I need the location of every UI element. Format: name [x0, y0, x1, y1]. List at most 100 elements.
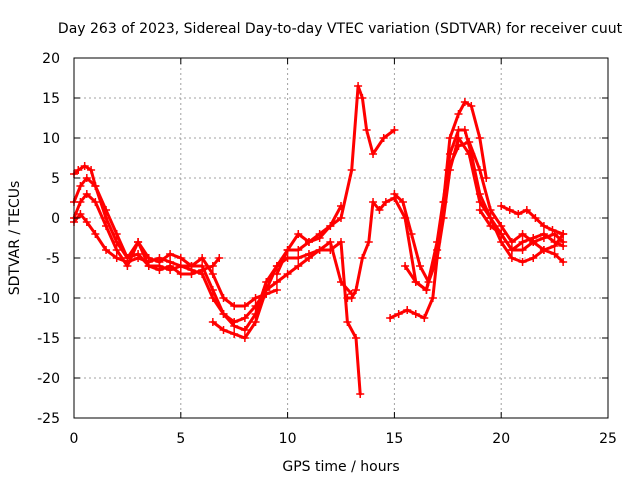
- data-point-marker: [87, 166, 96, 174]
- data-point-marker: [240, 334, 249, 342]
- data-point-marker: [428, 294, 437, 302]
- data-point-marker: [351, 334, 360, 342]
- data-point-marker: [401, 262, 410, 270]
- data-point-marker: [507, 254, 516, 262]
- data-point-marker: [514, 210, 523, 218]
- data-point-marker: [465, 138, 474, 146]
- data-point-marker: [475, 198, 484, 206]
- data-point-marker: [460, 126, 469, 134]
- data-point-marker: [102, 246, 111, 254]
- data-point-marker: [219, 310, 228, 318]
- data-point-marker: [294, 246, 303, 254]
- data-point-marker: [347, 294, 356, 302]
- data-point-marker: [155, 254, 164, 262]
- data-point-marker: [176, 254, 185, 262]
- data-point-marker: [215, 254, 224, 262]
- data-point-marker: [369, 198, 378, 206]
- chart-title: Day 263 of 2023, Sidereal Day-to-day VTE…: [58, 21, 623, 37]
- data-point-marker: [358, 254, 367, 262]
- data-point-marker: [315, 234, 324, 242]
- data-point-marker: [550, 242, 559, 250]
- data-point-marker: [304, 250, 313, 258]
- series-line-track-b: [72, 176, 279, 308]
- data-point-marker: [272, 270, 281, 278]
- data-point-marker: [112, 230, 121, 238]
- data-point-marker: [294, 254, 303, 262]
- data-point-marker: [354, 82, 363, 90]
- data-point-marker: [422, 286, 431, 294]
- data-point-marker: [529, 238, 538, 246]
- data-point-marker: [123, 258, 132, 266]
- y-tick-label: -10: [37, 291, 60, 307]
- series-group: [70, 82, 568, 398]
- data-point-marker: [343, 318, 352, 326]
- data-point-marker: [467, 102, 476, 110]
- data-point-marker: [240, 314, 249, 322]
- data-point-marker: [76, 210, 85, 218]
- data-point-marker: [379, 134, 388, 142]
- data-point-marker: [102, 222, 111, 230]
- data-point-marker: [398, 198, 407, 206]
- data-point-marker: [529, 254, 538, 262]
- data-point-marker: [337, 214, 345, 222]
- data-point-marker: [454, 142, 463, 150]
- data-point-marker: [482, 174, 491, 182]
- data-point-marker: [497, 230, 506, 238]
- x-tick-label: 15: [385, 431, 403, 447]
- data-point-marker: [176, 270, 185, 278]
- data-point-marker: [76, 182, 85, 190]
- data-point-marker: [347, 166, 356, 174]
- data-point-marker: [112, 246, 121, 254]
- data-point-marker: [411, 310, 420, 318]
- data-point-marker: [375, 206, 384, 214]
- data-point-marker: [420, 314, 429, 322]
- data-point-marker: [304, 238, 313, 246]
- data-point-marker: [497, 238, 506, 246]
- data-point-marker: [251, 318, 260, 326]
- y-tick-label: -20: [37, 371, 60, 387]
- x-tick-label: 5: [176, 431, 185, 447]
- data-point-marker: [262, 278, 271, 286]
- data-point-marker: [548, 226, 557, 234]
- data-point-marker: [208, 318, 217, 326]
- data-point-marker: [460, 98, 469, 106]
- tick-labels: 0 5 10 15 20 25 -25 -20 -15 -10 -5 0 5 10 15 20: [37, 51, 617, 447]
- data-point-marker: [91, 230, 100, 238]
- data-point-marker: [134, 238, 143, 246]
- data-point-marker: [82, 218, 91, 226]
- data-point-marker: [272, 278, 281, 286]
- data-point-marker: [443, 166, 452, 174]
- y-tick-label: -25: [37, 411, 60, 427]
- y-tick-label: 15: [42, 91, 60, 107]
- x-axis-label: GPS time / hours: [282, 459, 399, 475]
- data-point-marker: [208, 294, 217, 302]
- y-axis-label: SDTVAR / TECUs: [7, 181, 23, 296]
- data-point-marker: [91, 198, 100, 206]
- data-point-marker: [166, 258, 175, 266]
- data-point-marker: [219, 326, 228, 334]
- data-point-marker: [454, 134, 463, 142]
- data-point-marker: [176, 262, 185, 270]
- data-point-marker: [91, 182, 100, 190]
- data-point-marker: [326, 238, 335, 246]
- data-point-marker: [559, 230, 568, 238]
- data-point-marker: [539, 222, 548, 230]
- data-point-marker: [230, 302, 239, 310]
- x-tick-label: 25: [599, 431, 617, 447]
- data-point-marker: [251, 310, 260, 318]
- y-tick-label: 5: [51, 171, 60, 187]
- data-point-marker: [486, 206, 495, 214]
- data-point-marker: [351, 286, 360, 294]
- y-tick-label: -5: [46, 251, 60, 267]
- data-point-marker: [497, 222, 506, 230]
- series-line-track-f: [275, 84, 396, 276]
- data-point-marker: [356, 390, 365, 398]
- data-point-marker: [240, 326, 249, 334]
- data-point-marker: [102, 206, 111, 214]
- data-point-marker: [433, 238, 442, 246]
- data-point-marker: [74, 166, 83, 174]
- x-tick-label: 10: [279, 431, 297, 447]
- data-point-marker: [416, 262, 425, 270]
- data-point-marker: [272, 286, 281, 294]
